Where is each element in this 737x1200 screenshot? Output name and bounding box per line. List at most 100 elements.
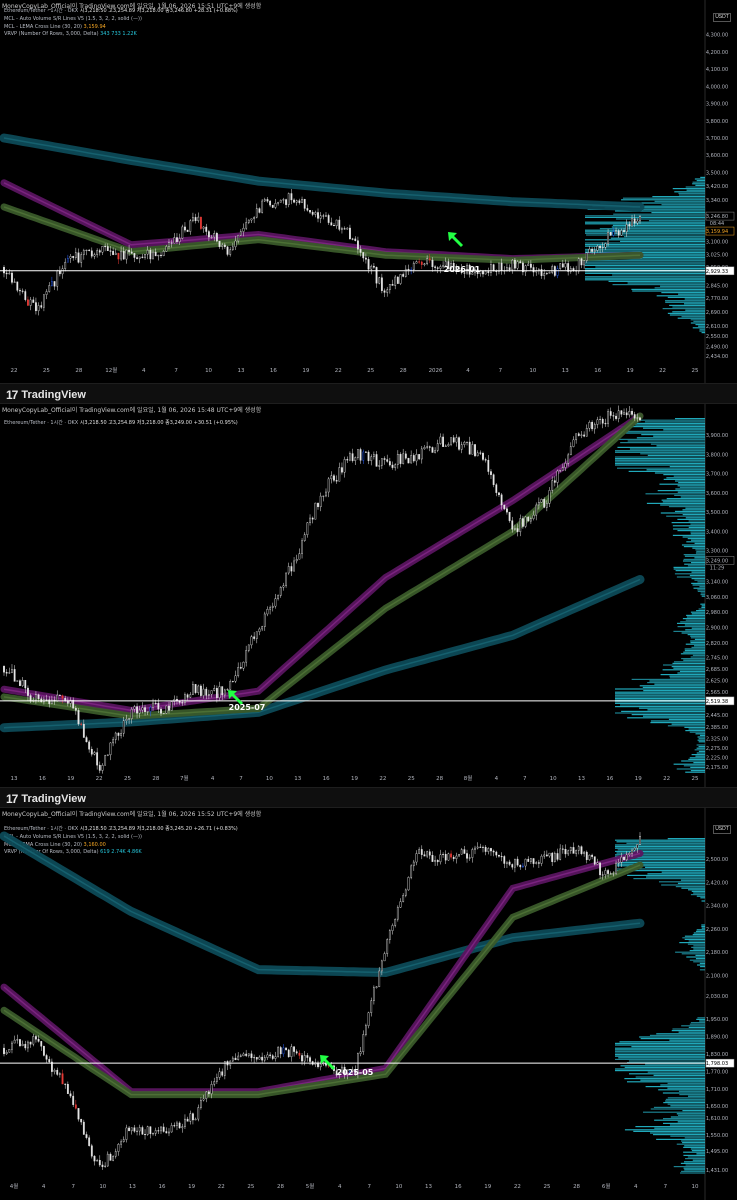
- volume-profile-bar: [692, 584, 705, 586]
- candle-body: [122, 720, 125, 734]
- candle-body: [239, 231, 242, 236]
- candle-body: [492, 474, 495, 485]
- volume-profile-bar: [615, 693, 705, 695]
- price-chart-svg[interactable]: 3,900.00 3,800.00 3,700.00 3,600.00 3,500.00…: [0, 404, 737, 787]
- candle-body: [455, 437, 458, 443]
- candle-body: [631, 411, 633, 415]
- candle-body: [160, 708, 162, 714]
- candle-body: [428, 446, 431, 448]
- candle-body: [367, 259, 370, 270]
- currency-badge[interactable]: USDT: [713, 13, 731, 22]
- volume-profile-bar: [676, 622, 705, 624]
- volume-profile-bar: [654, 683, 705, 685]
- x-tick-label: 28: [75, 368, 82, 374]
- candle-body: [442, 436, 444, 447]
- candle-body: [466, 441, 468, 443]
- x-tick-label: 4: [338, 1184, 342, 1190]
- candle-body: [420, 849, 423, 855]
- candle-body: [223, 689, 226, 696]
- chart-panel-1[interactable]: MoneyCopyLab_Official이 TradingView.com에 …: [0, 0, 737, 383]
- y-tick-label: 1,650.00: [706, 1104, 728, 1110]
- volume-profile-bar: [700, 592, 705, 594]
- currency-badge[interactable]: USDT: [713, 825, 731, 834]
- x-tick-label: 6월: [602, 1182, 611, 1190]
- volume-profile-bar: [677, 672, 705, 674]
- chart-panel-3[interactable]: MoneyCopyLab_Official이 TradingView.com에 …: [0, 808, 737, 1200]
- candle-body: [136, 706, 138, 714]
- candle-body: [599, 862, 601, 876]
- y-tick-label: 2,550.00: [706, 334, 728, 340]
- volume-profile-bar: [681, 1170, 705, 1172]
- volume-profile-bar: [690, 1148, 705, 1150]
- volume-profile-bar: [615, 868, 705, 870]
- candle-body: [378, 465, 381, 467]
- price-chart-svg[interactable]: 2,500.00 2,420.00 2,340.00 2,260.00 2,180.00…: [0, 808, 737, 1200]
- volume-profile-bar: [681, 632, 705, 634]
- y-tick-label: 1,495.00: [706, 1149, 728, 1155]
- volume-profile-bar: [699, 1020, 705, 1022]
- chart-panel-2[interactable]: MoneyCopyLab_Official이 TradingView.com에 …: [0, 404, 737, 787]
- volume-profile-bar: [660, 285, 705, 287]
- volume-profile-bar: [585, 261, 705, 263]
- legend-mcl-sr: MCL - Auto Volume S/R Lines V5 (1.5, 3, …: [4, 15, 142, 22]
- x-tick-label: 7: [664, 1184, 668, 1190]
- candle-body: [24, 680, 27, 689]
- candle-body: [40, 698, 43, 703]
- candle-body: [255, 208, 258, 218]
- volume-profile-bar: [680, 879, 705, 881]
- volume-profile-bar: [675, 886, 705, 888]
- volume-profile-bar: [585, 252, 705, 254]
- x-tick-label: 13: [238, 368, 245, 374]
- volume-profile-bar: [585, 231, 705, 233]
- candle-body: [532, 267, 535, 273]
- volume-profile-bar: [692, 1159, 705, 1161]
- candle-body: [277, 1047, 279, 1057]
- candle-body: [35, 302, 37, 312]
- volume-profile-bar: [698, 741, 705, 743]
- candle-body: [633, 414, 636, 419]
- candlesticks: [3, 405, 641, 774]
- candle-body: [90, 250, 93, 257]
- tradingview-brand: 17 TradingView: [6, 388, 86, 402]
- y-tick-label: 1,431.00: [706, 1168, 728, 1174]
- candle-body: [93, 254, 96, 257]
- candle-body: [617, 230, 620, 236]
- candle-body: [120, 733, 122, 736]
- volume-profile-bar: [694, 579, 705, 581]
- candle-body: [349, 453, 351, 461]
- volume-profile-bar: [697, 590, 705, 592]
- volume-profile-bar: [640, 1079, 705, 1081]
- y-tick-label: 3,900.00: [706, 433, 728, 439]
- candle-body: [391, 925, 394, 931]
- volume-profile-bar: [696, 550, 705, 552]
- candle-body: [420, 448, 423, 460]
- volume-profile-bar: [675, 488, 705, 490]
- volume-profile-bar: [700, 594, 705, 596]
- candle-body: [506, 508, 508, 513]
- y-tick-label: 3,025.00: [706, 252, 728, 258]
- volume-profile-bar: [667, 838, 705, 840]
- candle-body: [117, 732, 120, 736]
- candle-body: [112, 739, 115, 744]
- volume-profile-bar: [669, 675, 705, 677]
- candle-body: [372, 265, 375, 268]
- candle-body: [186, 1118, 189, 1122]
- volume-profile-bar: [697, 589, 705, 591]
- candle-body: [375, 454, 378, 467]
- candle-body: [617, 861, 620, 864]
- ema-short-line: [0, 412, 644, 720]
- price-chart-svg[interactable]: 4,300.00 4,200.00 4,100.00 4,000.00 3,900.00…: [0, 0, 737, 383]
- candle-body: [327, 215, 330, 223]
- candle-body: [309, 517, 311, 523]
- candle-body: [80, 723, 83, 725]
- volume-profile-bar: [669, 1124, 705, 1126]
- x-tick-label: 13: [294, 776, 301, 782]
- y-tick-label: 3,159.94: [706, 229, 728, 235]
- candle-body: [583, 260, 586, 266]
- volume-profile-bar: [690, 770, 705, 772]
- candle-body: [194, 684, 197, 693]
- volume-profile-bar: [685, 643, 705, 645]
- candle-body: [208, 231, 210, 238]
- y-tick-label: 2,980.00: [706, 610, 728, 616]
- candle-body: [48, 699, 51, 704]
